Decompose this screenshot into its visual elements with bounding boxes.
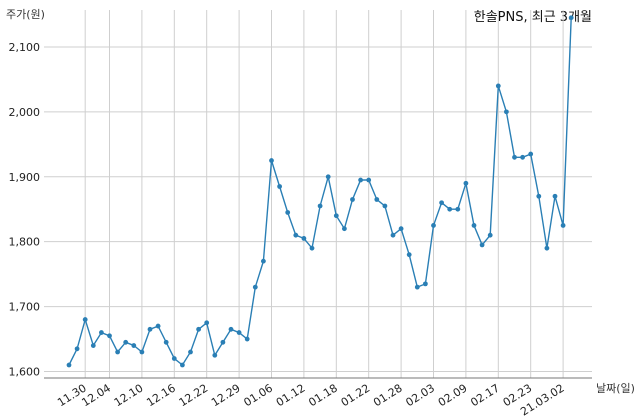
y-tick-label: 1,700 bbox=[9, 301, 41, 314]
series-line bbox=[68, 17, 572, 367]
data-point bbox=[447, 206, 453, 212]
data-point bbox=[471, 223, 477, 228]
data-point bbox=[512, 154, 517, 160]
data-point bbox=[301, 236, 307, 241]
data-point bbox=[342, 226, 347, 232]
x-axis-title: 날짜(일) bbox=[596, 381, 635, 395]
data-point bbox=[180, 362, 185, 368]
data-point bbox=[317, 203, 323, 209]
data-point bbox=[147, 326, 153, 332]
data-point bbox=[528, 151, 534, 157]
data-point bbox=[309, 245, 315, 251]
price-series bbox=[66, 15, 574, 368]
data-point bbox=[74, 346, 80, 352]
data-point bbox=[269, 158, 274, 163]
data-point bbox=[228, 326, 234, 332]
data-point bbox=[382, 203, 388, 209]
data-point bbox=[277, 184, 282, 189]
x-tick-label: 12.29 bbox=[209, 382, 243, 410]
data-point bbox=[358, 177, 363, 183]
data-point bbox=[204, 320, 210, 326]
x-tick-label: 02.03 bbox=[403, 382, 437, 410]
data-point bbox=[544, 245, 550, 251]
data-point bbox=[333, 213, 339, 219]
data-point bbox=[155, 323, 161, 329]
data-point bbox=[139, 349, 145, 355]
data-point bbox=[171, 356, 177, 361]
data-point bbox=[90, 343, 96, 348]
data-point bbox=[252, 284, 258, 290]
y-tick-label: 1,800 bbox=[9, 236, 41, 249]
data-point bbox=[115, 349, 120, 355]
data-point bbox=[325, 174, 331, 180]
data-point bbox=[423, 281, 428, 287]
x-tick-label: 02.09 bbox=[436, 382, 470, 410]
x-tick-label: 01.28 bbox=[371, 382, 405, 410]
data-point bbox=[479, 242, 485, 248]
data-point bbox=[455, 206, 461, 212]
data-point bbox=[285, 210, 291, 215]
data-point bbox=[66, 362, 72, 368]
data-point bbox=[212, 352, 218, 358]
x-tick-labels: 11.3012.0412.1012.1612.2212.2901.0601.12… bbox=[55, 382, 567, 419]
data-point bbox=[131, 343, 137, 348]
y-tick-labels: 1,600 1,700 1,800 1,900 2,000 2,100 bbox=[9, 41, 41, 379]
x-tick-label: 01.12 bbox=[274, 382, 308, 410]
data-point bbox=[463, 180, 469, 186]
data-point bbox=[196, 326, 202, 332]
data-point bbox=[414, 284, 420, 290]
data-point bbox=[350, 197, 355, 202]
x-tick-label: 01.18 bbox=[306, 382, 340, 410]
data-point bbox=[495, 83, 501, 89]
y-axis-title: 주가(원) bbox=[6, 8, 45, 21]
data-point bbox=[406, 252, 412, 258]
data-point bbox=[487, 232, 493, 238]
data-point bbox=[366, 177, 372, 183]
x-tick-label: 01.06 bbox=[241, 382, 275, 410]
data-point bbox=[220, 339, 226, 345]
y-tick-label: 1,600 bbox=[9, 366, 41, 379]
x-tick-label: 12.22 bbox=[177, 382, 211, 410]
data-point bbox=[99, 330, 104, 335]
grid-lines bbox=[44, 10, 592, 378]
data-point bbox=[82, 317, 88, 322]
data-point bbox=[188, 349, 193, 355]
x-tick-label: 01.22 bbox=[339, 382, 373, 410]
x-tick-label: 12.10 bbox=[112, 382, 146, 410]
x-tick-label: 02.17 bbox=[468, 382, 502, 410]
data-point bbox=[293, 232, 299, 238]
data-point bbox=[261, 258, 266, 264]
data-point bbox=[568, 15, 574, 21]
data-point bbox=[398, 226, 404, 232]
data-point bbox=[107, 333, 112, 339]
data-point bbox=[123, 339, 129, 345]
data-point bbox=[560, 223, 566, 228]
data-point bbox=[236, 330, 242, 335]
y-tick-label: 2,000 bbox=[9, 106, 41, 119]
data-point bbox=[439, 200, 444, 206]
data-point bbox=[374, 197, 380, 202]
data-point bbox=[552, 193, 558, 199]
y-tick-label: 2,100 bbox=[9, 41, 41, 54]
x-tick-label: 12.16 bbox=[144, 382, 178, 410]
data-point bbox=[504, 109, 509, 115]
chart-title: 한솔PNS, 최근 3개월 bbox=[474, 10, 592, 25]
data-point bbox=[431, 223, 436, 228]
x-tick-label: 12.04 bbox=[79, 382, 113, 410]
data-point bbox=[520, 154, 525, 160]
data-point bbox=[536, 193, 542, 199]
y-tick-label: 1,900 bbox=[9, 171, 41, 184]
data-point bbox=[163, 339, 169, 345]
data-point bbox=[390, 232, 396, 238]
data-point bbox=[244, 336, 250, 342]
